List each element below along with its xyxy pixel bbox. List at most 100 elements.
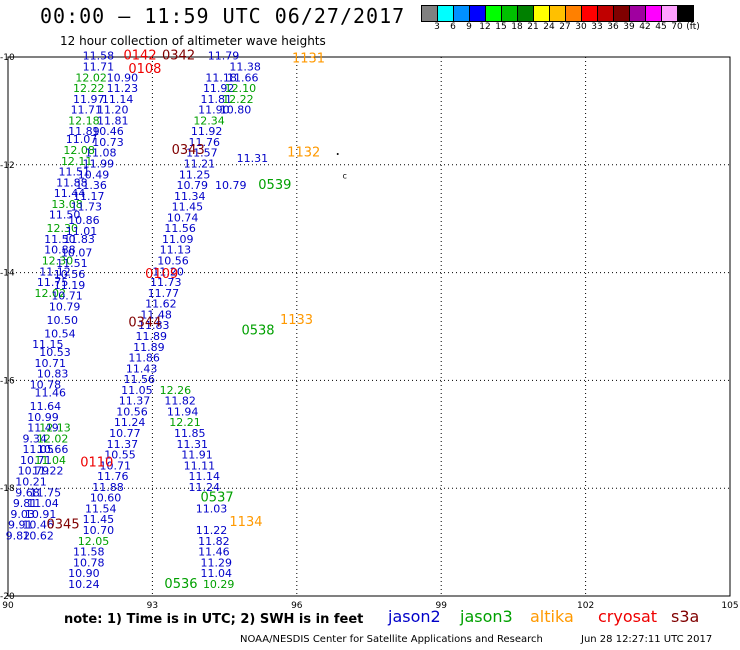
footer-note: note: 1) Time is in UTC; 2) SWH is in fe… [64,612,364,627]
color-scale-label: 70 [671,22,683,32]
wave-height-value: 10.71 [51,290,83,303]
wave-height-value: 10.56 [116,405,148,418]
wave-height-value: 11.88 [92,481,124,494]
wave-height-value: 10.71 [99,459,131,472]
wave-height-value: 11.03 [196,502,228,515]
wave-height-value: 10.71 [34,357,65,370]
wave-height-value: 9.82 [6,529,31,542]
wave-height-value: 10.77 [109,427,141,440]
wave-height-value: 10.79 [215,179,247,192]
color-scale-labels: 3 6 9 12 15 18 21 24 27 30 33 36 39 42 45 70 (ft) [421,22,731,34]
color-scale-label: 30 [575,22,587,32]
wave-height-value: 11.15 [32,338,64,351]
legend-s3a: s3a [671,607,700,626]
wave-height-value: 9.91 [8,519,33,532]
footer-credit: NOAA/NESDIS Center for Satellite Applica… [240,634,543,645]
wave-height-value: 11.18 [205,71,237,84]
wave-height-value: 11.79 [208,50,240,63]
wave-height-value: 11.23 [107,82,139,95]
wave-height-value: 11.76 [189,136,221,149]
wave-height-value: 12.10 [225,82,257,95]
wave-height-value: 10.74 [167,211,199,224]
color-scale-label: 42 [639,22,651,32]
wave-height-value: 10.56 [157,255,189,268]
pass-time-label: 0536 [164,577,197,592]
wave-height-value: 9.81 [13,497,37,510]
wave-height-value: 11.83 [138,319,170,332]
wave-height-value: 11.37 [107,438,139,451]
lat-tick-label: -18 [0,484,15,494]
color-scale-label: 45 [655,22,667,32]
wave-height-value: 11.49 [27,422,59,435]
lat-tick-label: -14 [0,269,15,279]
wave-height-value: 11.13 [160,244,192,257]
wave-height-value: 11.24 [189,481,221,494]
wave-height-value: 11.94 [167,405,199,418]
wave-height-value: 10.60 [90,492,122,505]
lat-tick-label: -12 [0,161,15,171]
pass-time-label: 0109 [145,267,178,282]
lat-tick-label: -20 [0,592,15,602]
wave-height-value: 10.49 [78,168,110,181]
wave-height-value: 11.88 [56,176,87,189]
wave-height-value: 11.24 [114,416,146,429]
wave-height-value: 12.13 [39,422,71,435]
pass-time-label: 0537 [201,491,234,506]
wave-height-value: 11.85 [174,427,206,440]
wave-height-value: 13.08 [51,198,83,211]
color-scale-label: 24 [543,22,555,32]
wave-height-value: 10.90 [68,567,100,580]
wave-height-value: 11.37 [119,395,151,408]
pass-time-label: 0345 [47,518,80,533]
wave-height-value: 10.86 [68,214,100,227]
wave-height-value: 11.58 [73,546,105,559]
wave-height-value: 9.03 [10,508,35,521]
lon-tick-label: 105 [721,601,738,611]
wave-height-value: 11.04 [201,567,233,580]
color-scale-label: 18 [511,22,523,32]
wave-height-value: 12.02 [37,432,69,445]
wave-height-value: 11.11 [184,459,216,472]
wave-height-value: 11.58 [83,50,115,63]
legend-jason3: jason3 [460,607,513,626]
wave-height-value: 10.53 [39,346,71,359]
wave-height-value: 9.68 [15,486,40,499]
wave-height-value: 11.12 [39,265,71,278]
pass-time-label: 0344 [128,316,161,331]
wave-height-value: 11.46 [34,387,65,400]
wave-height-value: 10.46 [22,519,54,532]
wave-height-value: 11.31 [237,152,269,165]
wave-height-value: 12.34 [193,114,225,127]
lon-tick-label: 96 [291,601,303,611]
wave-height-value: 11.62 [145,298,177,311]
pass-time-label: 1132 [287,146,320,161]
wave-height-value: 11.81 [97,114,128,127]
wave-height-value: 10.99 [27,411,59,424]
page-title: 00:00 – 11:59 UTC 06/27/2017 [40,4,406,28]
wave-height-value: 11.97 [73,93,105,106]
lat-tick-label: -10 [0,53,15,63]
wave-height-value: 10.56 [54,268,86,281]
wave-height-value: 11.25 [179,168,211,181]
lon-tick-label: 93 [147,601,158,611]
wave-height-value: 11.44 [54,187,86,200]
pass-time-label: 0343 [172,143,205,158]
wave-height-value: 10.73 [92,136,124,149]
wave-height-value: 11.83 [63,233,95,246]
color-scale-label: 12 [479,22,491,32]
lon-tick-label: 102 [577,601,594,611]
wave-height-value: 11.17 [73,190,105,203]
wave-height-value: 11.09 [162,233,194,246]
wave-height-value: 10.83 [37,368,69,381]
color-scale-label: 27 [559,22,571,32]
wave-height-value: 11.19 [54,279,86,292]
page-subtitle: 12 hour collection of altimeter wave hei… [60,34,326,48]
wave-height-value: 10.54 [44,327,76,340]
wave-height-value: 10.21 [15,476,47,489]
island-marker [336,153,339,156]
wave-height-value: 10.55 [104,449,135,462]
wave-height-value: 11.51 [59,166,91,179]
wave-height-value: 10.78 [73,556,105,569]
wave-height-value: 10.71 [20,454,52,467]
